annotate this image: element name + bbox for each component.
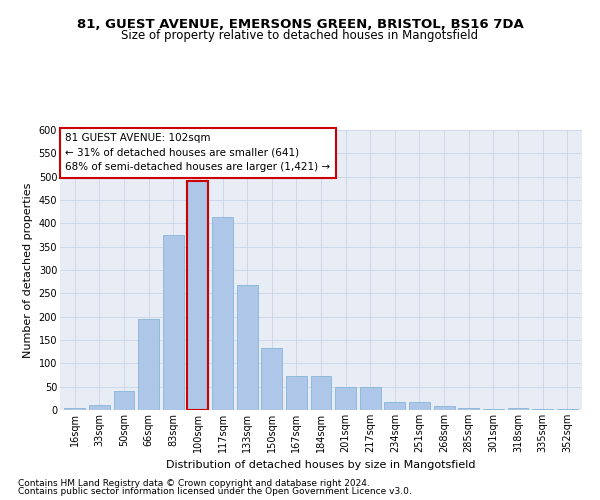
Bar (409, 402, 430, 410)
Bar (187, 182, 208, 410)
Text: Size of property relative to detached houses in Mangotsfield: Size of property relative to detached ho… (121, 29, 479, 42)
Bar (286, 376, 307, 410)
Bar (261, 348, 282, 410)
Bar (335, 386, 356, 410)
Text: Contains public sector information licensed under the Open Government Licence v3: Contains public sector information licen… (18, 487, 412, 496)
Bar (483, 409, 504, 410)
Bar (89, 406, 110, 410)
Text: 81, GUEST AVENUE, EMERSONS GREEN, BRISTOL, BS16 7DA: 81, GUEST AVENUE, EMERSONS GREEN, BRISTO… (77, 18, 523, 30)
Bar (236, 285, 257, 410)
Bar (138, 319, 159, 410)
Bar (458, 408, 479, 410)
Text: 81 GUEST AVENUE: 102sqm
← 31% of detached houses are smaller (641)
68% of semi-d: 81 GUEST AVENUE: 102sqm ← 31% of detache… (65, 133, 331, 172)
Bar (163, 235, 184, 410)
Bar (212, 218, 233, 410)
Bar (311, 376, 331, 410)
Bar (385, 402, 406, 410)
Bar (532, 409, 553, 410)
Y-axis label: Number of detached properties: Number of detached properties (23, 182, 33, 358)
Bar (557, 409, 578, 410)
Bar (434, 406, 455, 410)
Bar (113, 392, 134, 410)
Text: Contains HM Land Registry data © Crown copyright and database right 2024.: Contains HM Land Registry data © Crown c… (18, 478, 370, 488)
Bar (360, 386, 381, 410)
X-axis label: Distribution of detached houses by size in Mangotsfield: Distribution of detached houses by size … (166, 460, 476, 470)
Bar (64, 408, 85, 410)
Bar (508, 408, 529, 410)
